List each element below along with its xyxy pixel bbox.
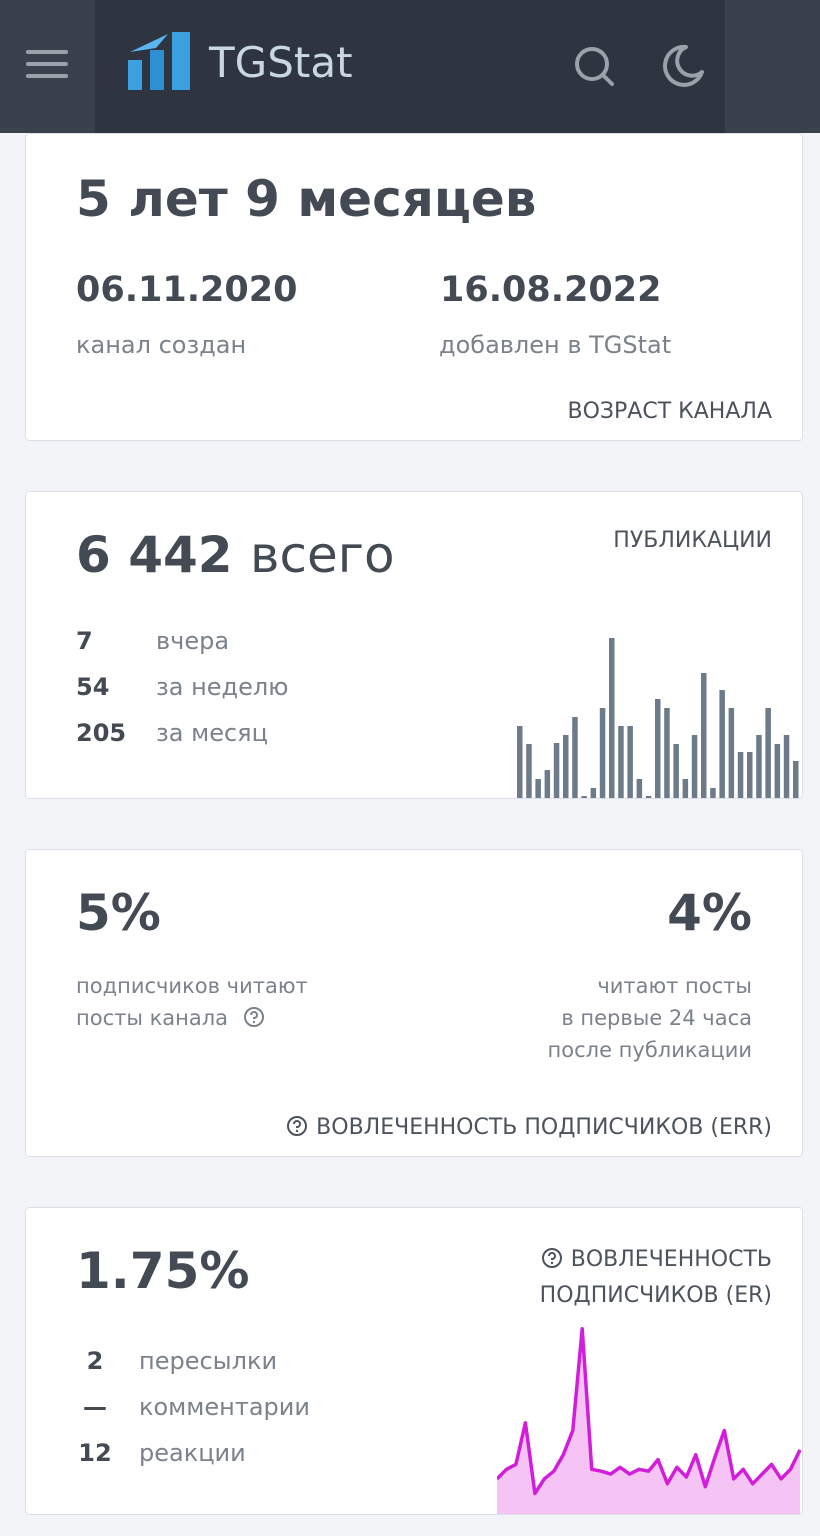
section-label: ВОВЛЕЧЕННОСТЬ ПОДПИСЧИКОВ (ERR)	[286, 1115, 772, 1140]
section-label: ВОВЛЕЧЕННОСТЬ ПОДПИСЧИКОВ (ER)	[540, 1242, 772, 1314]
bar	[783, 735, 790, 798]
logo-text[interactable]: TGStat	[209, 38, 353, 87]
bar	[701, 673, 707, 798]
stat-label: реакции	[139, 1439, 246, 1467]
er-value: 1.75%	[76, 1242, 250, 1300]
bar	[535, 779, 541, 798]
stat-value: 205	[76, 719, 127, 747]
section-text: ВОВЛЕЧЕННОСТЬ ПОДПИСЧИКОВ (ERR)	[316, 1115, 772, 1140]
bar	[774, 744, 781, 798]
text-line: в первые 24 часа	[561, 1006, 752, 1030]
header: TGStat	[0, 0, 820, 133]
text-line: подписчиков читают	[76, 974, 308, 998]
err-right-text: читают посты в первые 24 часа после публик…	[548, 970, 752, 1066]
bar	[673, 744, 679, 798]
bar	[645, 796, 652, 798]
bar	[544, 770, 551, 798]
posts-card: 6 442 всего ПУБЛИКАЦИИ 7 вчера 54 за неделю…	[25, 491, 803, 799]
err-right-value: 4%	[667, 884, 752, 942]
stat-value: 7	[76, 627, 93, 655]
menu-icon	[26, 50, 68, 78]
section-line: ПОДПИСЧИКОВ (ER)	[539, 1283, 772, 1308]
er-card: 1.75% ВОВЛЕЧЕННОСТЬ ПОДПИСЧИКОВ (ER) 2 пер…	[25, 1207, 803, 1515]
theme-toggle[interactable]	[660, 42, 708, 90]
bar	[517, 726, 523, 798]
section-label: ПУБЛИКАЦИИ	[613, 528, 772, 553]
created-label: канал создан	[76, 331, 247, 359]
bar	[747, 752, 753, 798]
help-icon[interactable]	[286, 1115, 308, 1137]
bar	[710, 788, 716, 798]
age-card: 5 лет 9 месяцев 06.11.2020 канал создан …	[25, 133, 803, 441]
added-label: добавлен в TGStat	[439, 331, 672, 359]
bar	[664, 708, 670, 798]
stat-value: —	[83, 1393, 107, 1421]
menu-button[interactable]	[0, 0, 95, 133]
stat-value: 54	[76, 673, 110, 701]
total-value: 6 442	[76, 526, 233, 584]
bar	[526, 744, 532, 798]
bar	[691, 735, 698, 798]
stat-label: вчера	[156, 627, 230, 655]
bar	[737, 752, 744, 798]
header-side	[725, 0, 820, 133]
line	[497, 1327, 802, 1496]
err-left-text: подписчиков читают посты канала	[76, 970, 308, 1034]
search-button[interactable]	[570, 42, 618, 90]
er-chart	[497, 1327, 802, 1514]
area	[497, 1328, 800, 1514]
text-line: читают посты	[597, 974, 752, 998]
section-label: ВОЗРАСТ КАНАЛА	[567, 399, 772, 424]
help-icon[interactable]	[541, 1247, 563, 1269]
bar	[590, 788, 597, 798]
section-line: ВОВЛЕЧЕННОСТЬ	[540, 1242, 772, 1278]
age-title: 5 лет 9 месяцев	[76, 170, 537, 228]
bar	[627, 726, 633, 798]
bar	[609, 638, 615, 798]
stat-value: 12	[78, 1439, 112, 1467]
section-text: ВОВЛЕЧЕННОСТЬ	[570, 1247, 772, 1272]
bar	[765, 708, 771, 798]
created-date: 06.11.2020	[76, 270, 298, 310]
bar	[618, 726, 624, 798]
err-left-value: 5%	[76, 884, 161, 942]
text-line: после публикации	[547, 1038, 752, 1062]
bar	[756, 735, 762, 798]
added-date: 16.08.2022	[440, 270, 662, 310]
total-suffix: всего	[250, 526, 395, 584]
stat-label: комментарии	[139, 1393, 310, 1421]
text-line: посты канала	[76, 1002, 308, 1034]
bar	[572, 717, 578, 798]
stat-label: за месяц	[156, 719, 268, 747]
bar	[728, 708, 735, 798]
bar	[563, 735, 569, 798]
stat-value: 2	[86, 1347, 104, 1375]
bar	[636, 779, 643, 798]
bar	[682, 779, 689, 798]
bar	[719, 690, 725, 798]
help-icon[interactable]	[243, 1006, 265, 1028]
err-card: 5% 4% подписчиков читают посты канала чит…	[25, 849, 803, 1157]
bar	[553, 743, 560, 798]
stat-label: пересылки	[139, 1347, 278, 1375]
bar	[793, 761, 799, 798]
stat-label: за неделю	[156, 673, 289, 701]
text-line: посты канала	[76, 1006, 229, 1030]
posts-total: 6 442 всего	[76, 526, 395, 584]
posts-chart	[517, 638, 799, 798]
bar	[655, 699, 661, 798]
bar	[599, 708, 606, 798]
logo-icon	[128, 32, 190, 90]
bar	[581, 796, 587, 798]
